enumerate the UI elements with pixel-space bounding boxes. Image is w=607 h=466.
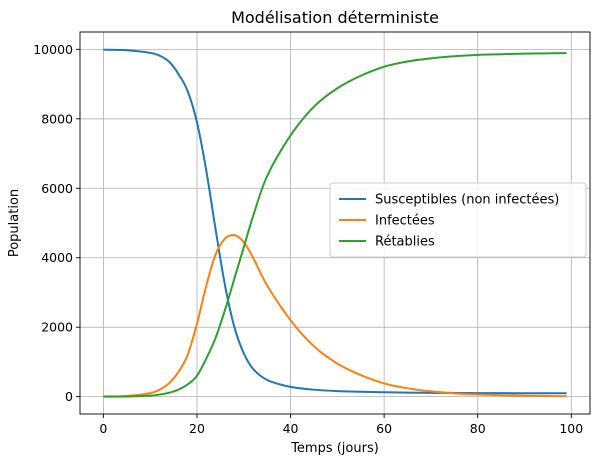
x-tick-label: 20 — [189, 421, 205, 436]
legend-box — [329, 182, 587, 258]
x-tick-label: 40 — [283, 421, 299, 436]
y-tick-label: 4000 — [41, 250, 73, 265]
plot-frame — [79, 31, 591, 415]
x-tick-label: 60 — [376, 421, 392, 436]
x-tick-label: 0 — [99, 421, 107, 436]
y-tick-label: 2000 — [41, 320, 73, 335]
chart-title: Modélisation déterministe — [231, 8, 439, 27]
y-tick-label: 6000 — [41, 181, 73, 196]
y-tick-label: 0 — [65, 389, 73, 404]
x-tick-label: 80 — [470, 421, 486, 436]
legend-label-2: Rétablies — [375, 235, 435, 250]
legend-label-0: Susceptibles (non infectées) — [375, 193, 559, 208]
y-tick-label: 8000 — [41, 111, 73, 126]
series-line-2 — [103, 52, 567, 398]
y-tick-label: 10000 — [33, 42, 73, 57]
axis-ticks: 0 20 40 60 80 100 0 2000 4000 6000 8000 10000 — [33, 42, 583, 436]
x-axis-label: Temps (jours) — [290, 441, 379, 456]
y-axis-label: Population — [7, 189, 22, 257]
x-tick-label: 100 — [559, 421, 583, 436]
legend: Susceptibles (non infectées) Infectées Rét… — [329, 182, 587, 258]
legend-label-1: Infectées — [375, 214, 435, 229]
series-lines — [103, 48, 567, 398]
series-line-1 — [103, 234, 567, 398]
